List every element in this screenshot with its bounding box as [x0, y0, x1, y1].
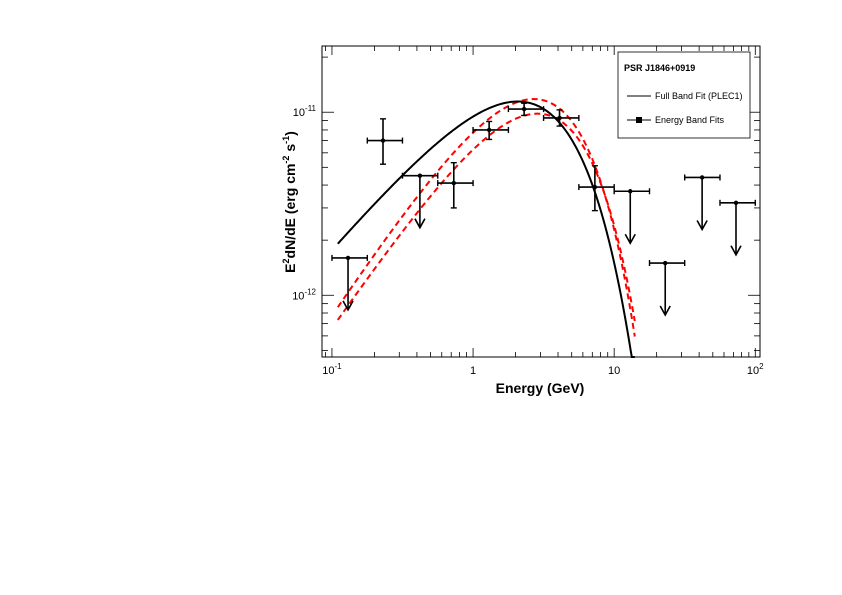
data-point [683, 174, 721, 232]
axis-ticks [322, 46, 760, 357]
x-tick-label: 10-1 [322, 362, 342, 377]
y-tick-label: 10-12 [292, 287, 316, 302]
legend: PSR J1846+0919 Full Band Fit (PLEC1) Ene… [617, 51, 751, 139]
model-curves [336, 98, 636, 358]
upper-limit-arrowhead [342, 300, 354, 312]
y-axis-title: E2dN/dE (erg cm-2 s-1) [281, 131, 298, 273]
plot-frame [321, 45, 761, 358]
legend-entry-band-fits: Energy Band Fits [655, 115, 725, 125]
upper-limit-arrowhead [730, 245, 742, 257]
data-marker [628, 189, 633, 194]
data-point [542, 109, 580, 127]
legend-marker-square [636, 117, 642, 123]
legend-entry-full-fit: Full Band Fit (PLEC1) [655, 91, 743, 101]
data-marker [345, 255, 351, 261]
data-point [331, 254, 368, 312]
x-axis-title: Energy (GeV) [496, 380, 585, 396]
data-marker [699, 175, 705, 180]
band-upper-curve [336, 98, 636, 337]
data-point [472, 120, 510, 141]
data-points [331, 102, 756, 317]
data-marker [592, 184, 598, 190]
data-marker [557, 115, 562, 121]
data-point [507, 102, 545, 117]
data-marker [521, 106, 527, 112]
data-point [401, 172, 439, 230]
data-marker [380, 138, 386, 143]
data-marker [733, 200, 739, 205]
full-band-fit-curve [337, 100, 635, 358]
data-point [437, 161, 474, 209]
x-tick-label: 1 [470, 365, 476, 377]
data-marker [451, 180, 456, 186]
x-tick-label: 10 [608, 365, 620, 377]
upper-limit-arrowhead [414, 218, 426, 230]
data-marker [486, 127, 492, 133]
data-point [613, 188, 651, 245]
y-tick-label: 10-11 [293, 104, 317, 119]
upper-limit-arrowhead [624, 233, 636, 245]
band-lower-curve [336, 112, 636, 322]
data-point [366, 118, 404, 165]
legend-box [617, 51, 751, 139]
legend-title: PSR J1846+0919 [624, 63, 695, 73]
upper-limit-arrowhead [696, 220, 708, 232]
data-point [648, 260, 686, 317]
data-point [719, 199, 756, 257]
upper-limit-arrowhead [659, 305, 671, 317]
data-marker [417, 173, 423, 178]
x-tick-label: 102 [747, 362, 764, 377]
data-marker [663, 260, 668, 266]
